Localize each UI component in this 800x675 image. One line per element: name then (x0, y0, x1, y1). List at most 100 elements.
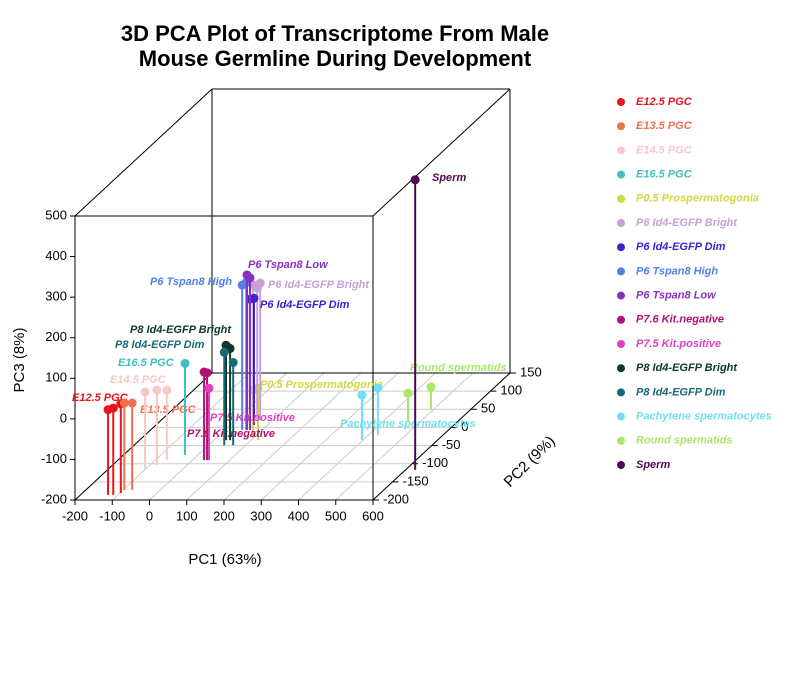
x-axis-label: PC1 (63%) (188, 551, 261, 568)
y-tick-label: -50 (442, 437, 461, 452)
legend-marker (617, 122, 625, 131)
legend-marker (617, 315, 625, 324)
y-tick-label: -200 (383, 491, 409, 506)
legend-marker (617, 243, 625, 252)
z-tick-label: -100 (41, 451, 67, 466)
legend-label: E13.5 PGC (636, 120, 693, 132)
legend-label: P7.6 Kit.negative (636, 314, 724, 326)
z-tick-label: 100 (45, 370, 67, 385)
legend-label: P7.5 Kit.positive (636, 338, 721, 350)
legend-label: P0.5 Prospermatogonia (636, 193, 759, 205)
legend-label: P8 Id4-EGFP Bright (636, 362, 738, 374)
point-label: P8 Id4-EGFP Dim (115, 339, 205, 351)
z-axis-label: PC3 (8%) (11, 327, 28, 392)
legend-label: P6 Tspan8 High (636, 265, 718, 277)
point-label: Round spermatids (410, 362, 507, 374)
x-tick-label: 200 (213, 508, 235, 523)
x-tick-label: 400 (288, 508, 310, 523)
legend-label: E16.5 PGC (636, 169, 693, 181)
point (410, 175, 420, 185)
point (255, 278, 265, 288)
legend-label: Sperm (636, 459, 670, 471)
point (219, 347, 229, 357)
point-label: Sperm (432, 172, 466, 184)
legend-label: P6 Tspan8 Low (636, 290, 717, 302)
point (152, 385, 162, 395)
z-tick-label: -200 (41, 491, 67, 506)
point-label: P7.5 Kit.positive (210, 412, 295, 424)
y-axis-label: PC2 (9%) (501, 433, 559, 491)
point-label: E14.5 PGC (110, 374, 167, 386)
point-label: E13.5 PGC (140, 404, 197, 416)
legend-marker (617, 436, 625, 445)
legend-marker (617, 340, 625, 348)
point (127, 398, 137, 408)
legend-marker (617, 291, 625, 300)
grid-line (149, 372, 287, 501)
point (373, 383, 383, 393)
point (357, 390, 367, 400)
grid-line (186, 372, 325, 501)
point (403, 388, 413, 398)
point-label: P6 Id4-EGFP Bright (268, 279, 370, 291)
legend-marker (617, 146, 625, 155)
box-edge (372, 372, 511, 501)
point-label: P6 Tspan8 High (150, 276, 232, 288)
y-tick-label: 0 (461, 419, 468, 434)
point (204, 383, 214, 393)
legend-label: E12.5 PGC (636, 96, 693, 108)
y-tick-label: 150 (520, 364, 542, 379)
grid-line (260, 372, 399, 501)
y-tick-label: -100 (422, 455, 448, 470)
legend-marker (617, 98, 625, 106)
legend-marker (617, 412, 625, 421)
point (426, 382, 436, 392)
legend-marker (617, 194, 625, 203)
x-tick-label: 0 (146, 508, 153, 523)
legend-label: Round spermatids (636, 435, 733, 447)
grid-line (298, 372, 436, 501)
point-label: Pachytene spermatocytes (340, 418, 476, 430)
x-tick-label: 500 (325, 508, 347, 523)
x-tick-label: 600 (362, 508, 384, 523)
chart-title: 3D PCA Plot of Transcriptome From Male (121, 21, 549, 46)
z-tick-label: 200 (45, 329, 67, 344)
legend-label: E14.5 PGC (636, 144, 693, 156)
x-tick-label: 100 (176, 508, 198, 523)
grid-line (223, 372, 362, 501)
point-label: P6 Id4-EGFP Dim (260, 299, 350, 311)
point (228, 357, 238, 367)
point-label: P8 Id4-EGFP Bright (130, 324, 232, 336)
box-edge (372, 88, 511, 217)
x-tick-label: -100 (99, 508, 125, 523)
point (180, 358, 190, 368)
y-tick-label: -150 (403, 473, 429, 488)
legend-label: P8 Id4-EGFP Dim (636, 386, 726, 398)
point-label: P0.5 Prospermatogonia (260, 379, 383, 391)
point (202, 368, 212, 378)
z-tick-label: 300 (45, 289, 67, 304)
point-label: E16.5 PGC (118, 357, 175, 369)
point (140, 387, 150, 397)
point (249, 293, 259, 303)
z-tick-label: 0 (60, 410, 67, 425)
x-tick-label: 300 (250, 508, 272, 523)
point (108, 403, 118, 413)
legend-label: P6 Id4-EGFP Dim (636, 241, 726, 253)
point-label: P6 Tspan8 Low (248, 259, 329, 271)
point (119, 398, 129, 408)
legend-marker (617, 219, 625, 227)
legend-label: Pachytene spermatocytes (636, 411, 772, 423)
grid-line (335, 372, 474, 501)
x-tick-label: -200 (62, 508, 88, 523)
y-tick-label: 50 (481, 401, 495, 416)
box-edge (74, 88, 213, 217)
point-label: E12.5 PGC (72, 392, 129, 404)
chart-title: Mouse Germline During Development (139, 46, 532, 71)
z-tick-label: 400 (45, 248, 67, 263)
legend-marker (617, 364, 625, 373)
point (162, 385, 172, 395)
legend-marker (617, 267, 625, 276)
